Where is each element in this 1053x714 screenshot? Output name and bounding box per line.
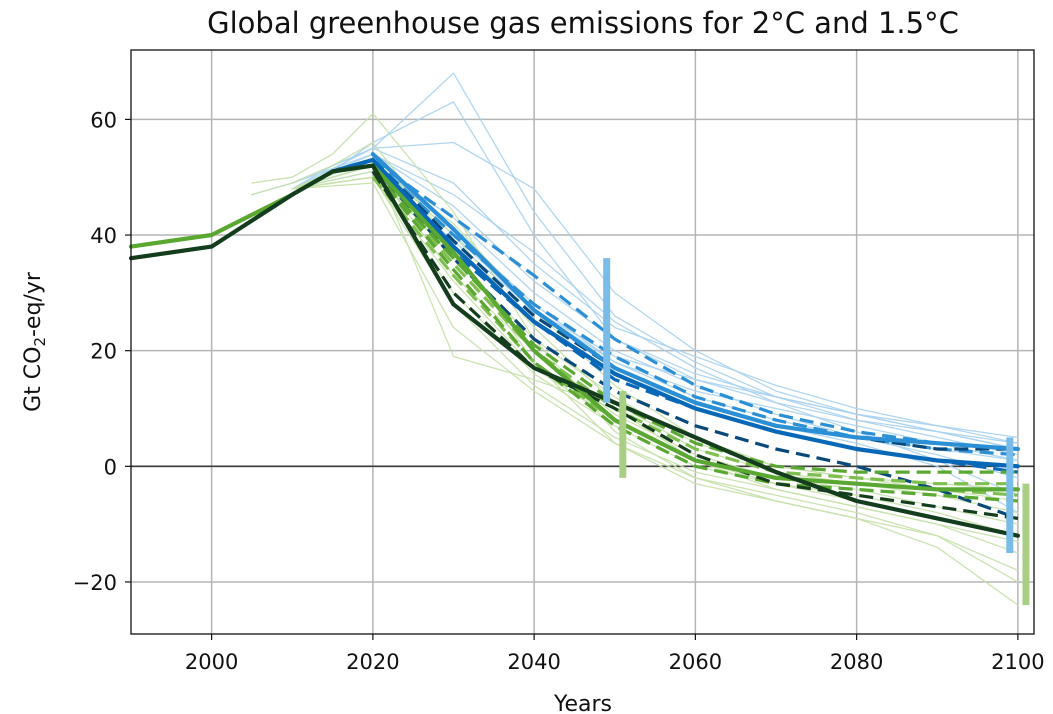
series-line-dashed-31 [371, 170, 1019, 520]
series-line-thin-12 [251, 141, 1019, 606]
series-line-thick-35 [128, 163, 1021, 538]
series-line-thin-0 [251, 72, 1019, 456]
y-axis-label-subscript: 2 [31, 337, 49, 347]
series-layer [128, 72, 1021, 606]
series-line-thin-3 [291, 153, 1019, 450]
x-tick-label-2100: 2100 [991, 650, 1044, 674]
y-tick-labels: −20 0 20 40 60 [73, 108, 131, 595]
series-line-dashed-29 [371, 170, 1019, 503]
x-tick-labels: 2000 2020 2040 2060 2080 2100 [185, 634, 1045, 674]
chart-title: Global greenhouse gas emissions for 2°C … [207, 6, 959, 40]
y-tick-label-40: 40 [90, 224, 117, 248]
plot-frame [130, 49, 1035, 635]
series-line-thin-19 [291, 182, 1019, 583]
x-tick-label-2060: 2060 [669, 650, 722, 674]
range-bars-layer [603, 258, 1030, 606]
y-tick-label-60: 60 [90, 108, 117, 132]
x-tick-label-2040: 2040 [507, 650, 560, 674]
y-axis-label-tail: -eq/yr [21, 271, 46, 337]
y-tick-label-0: 0 [104, 455, 117, 479]
y-axis-label-main: Gt CO [21, 347, 46, 412]
x-axis-label: Years [553, 692, 612, 714]
series-line-thick-33 [330, 157, 1021, 469]
y-tick-label-20: 20 [90, 340, 117, 364]
y-axis-label: Gt CO2-eq/yr [21, 271, 49, 412]
x-tick-label-2080: 2080 [830, 650, 883, 674]
series-line-thick-32 [370, 152, 1021, 452]
series-line-dashed-27 [371, 170, 1018, 486]
series-line-dashed-23 [371, 158, 1019, 457]
series-line-thin-9 [291, 147, 1019, 444]
x-tick-label-2000: 2000 [185, 650, 238, 674]
y-tick-label--20: −20 [73, 571, 117, 595]
x-tick-label-2020: 2020 [346, 650, 399, 674]
series-line-thin-6 [291, 153, 1019, 496]
